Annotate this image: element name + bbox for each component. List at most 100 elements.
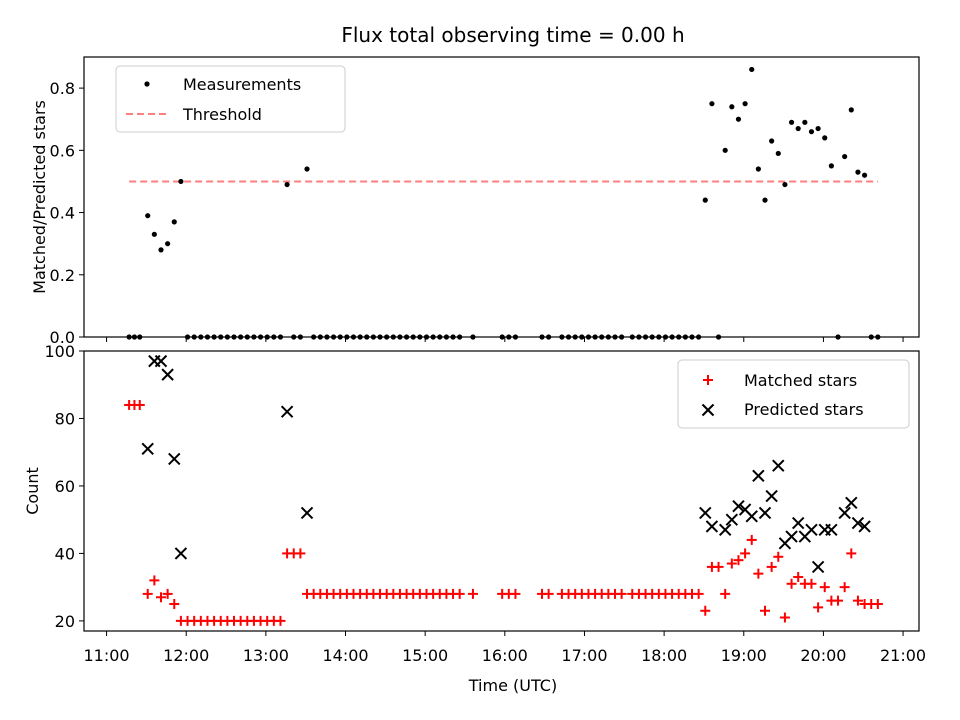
matched-star-point (543, 588, 554, 599)
count-x-tick-label: 11:00 (84, 646, 130, 665)
measurement-point (749, 66, 755, 73)
measurement-point (702, 197, 708, 203)
measurement-point (808, 129, 815, 135)
predicted-star-point (851, 516, 865, 530)
matched-star-point (142, 588, 153, 599)
legend-threshold-label: Threshold (182, 105, 262, 124)
matched-star-point (852, 595, 863, 606)
ratio-y-tick-label: 0.6 (50, 141, 75, 160)
count-x-tick-label: 18:00 (641, 646, 687, 665)
matched-star-point (134, 399, 145, 410)
matched-star-point (700, 605, 711, 616)
predicted-star-point (705, 520, 719, 533)
ratio-y-axis-label: Matched/Predicted stars (30, 100, 49, 294)
matched-star-point (846, 548, 857, 559)
predicted-star-point (300, 506, 314, 520)
count-legend-box (677, 359, 910, 429)
predicted-star-point (838, 506, 851, 520)
count-axes-frame (83, 350, 920, 632)
count-x-ticks: 11:00 12:00 13:00 14:00 15:00 16:00 17:00 18:00… (84, 631, 926, 665)
predicted-star-point (772, 459, 785, 472)
measurement-point (165, 241, 171, 247)
count-x-tick-label: 19:00 (721, 646, 767, 665)
measurement-point (815, 125, 821, 132)
matched-star-point (740, 548, 751, 559)
legend-predicted-label: Predicted stars (744, 400, 864, 419)
count-y-tick-label: 80 (55, 409, 75, 428)
measurement-point (284, 181, 290, 188)
matched-star-point (169, 599, 180, 610)
measurement-point (729, 104, 735, 110)
count-x-tick-label: 15:00 (402, 646, 448, 665)
measurement-point (769, 138, 775, 144)
count-y-axis-label: Count (23, 467, 42, 515)
count-legend: Matched stars Predicted stars (677, 359, 910, 429)
predicted-star-point (161, 368, 174, 381)
measurement-point (775, 150, 781, 157)
measurement-point (735, 116, 742, 122)
legend-measurements-marker (144, 81, 150, 87)
legend-measurements-label: Measurements (183, 75, 301, 94)
predicted-star-point (154, 354, 168, 368)
matched-star-point (295, 548, 306, 559)
count-x-tick-label: 13:00 (243, 646, 289, 665)
measurement-point (848, 107, 854, 113)
legend-matched-label: Matched stars (744, 371, 857, 390)
predicted-star-point (805, 523, 818, 537)
predicted-star-point (791, 516, 805, 530)
matched-star-point (793, 572, 804, 583)
matched-star-point (766, 561, 777, 572)
predicted-star-point (280, 405, 294, 418)
predicted-star-point (758, 506, 772, 520)
ratio-y-tick-label: 0.2 (50, 266, 75, 285)
count-x-tick-label: 16:00 (482, 646, 528, 665)
matched-star-point (806, 578, 817, 589)
matched-star-point (786, 578, 797, 589)
ratio-y-tick-label: 0.0 (50, 328, 75, 347)
measurement-point (145, 213, 151, 219)
count-x-tick-label: 14:00 (322, 646, 368, 665)
predicted-star-point (141, 442, 154, 456)
matched-star-point (839, 582, 850, 593)
measurement-point (755, 166, 761, 172)
matched-star-point (467, 588, 478, 599)
measurement-point (802, 119, 808, 125)
measurement-point (158, 247, 164, 253)
matched-star-point (275, 615, 286, 626)
predicted-star-point (785, 530, 798, 543)
ratio-legend-box (115, 65, 346, 133)
predicted-star-point (811, 560, 825, 574)
predicted-star-point (845, 496, 858, 510)
matched-star-point (726, 558, 737, 569)
matched-star-point (779, 612, 790, 623)
legend-predicted-marker (701, 403, 715, 417)
predicted-star-points (141, 354, 871, 574)
measurement-point (742, 101, 748, 107)
time-x-axis-label: Time (UTC) (468, 676, 557, 695)
measurement-point (842, 153, 848, 160)
measurement-point (788, 119, 795, 125)
ratio-y-tick-label: 0.8 (50, 79, 75, 98)
predicted-star-point (765, 489, 778, 503)
predicted-star-point (825, 523, 838, 537)
matched-star-point (872, 599, 883, 610)
measurement-point (828, 163, 834, 169)
measurement-point (178, 178, 184, 185)
count-panel: 20 40 60 80 100 11:00 12:00 13:00 14:00 15:00 16:… (23, 342, 926, 695)
ratio-legend: Measurements Threshold (115, 65, 346, 133)
matched-star-point (813, 602, 824, 613)
measurement-point (782, 181, 788, 188)
matched-star-point (833, 595, 844, 606)
count-y-tick-label: 40 (55, 544, 75, 563)
measurement-point (855, 169, 861, 175)
ratio-y-ticks: 0.0 0.2 0.4 0.6 0.8 (50, 79, 84, 347)
predicted-star-point (699, 506, 712, 520)
matched-star-point (760, 605, 771, 616)
predicted-star-point (732, 499, 745, 513)
matched-star-point (454, 588, 465, 599)
measurement-point (151, 231, 157, 237)
matched-star-point (149, 575, 160, 586)
predicted-legend-glyph (701, 403, 715, 417)
measurement-point (171, 219, 177, 225)
